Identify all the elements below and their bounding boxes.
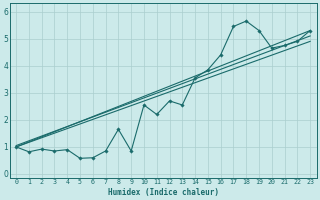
X-axis label: Humidex (Indice chaleur): Humidex (Indice chaleur) xyxy=(108,188,219,197)
